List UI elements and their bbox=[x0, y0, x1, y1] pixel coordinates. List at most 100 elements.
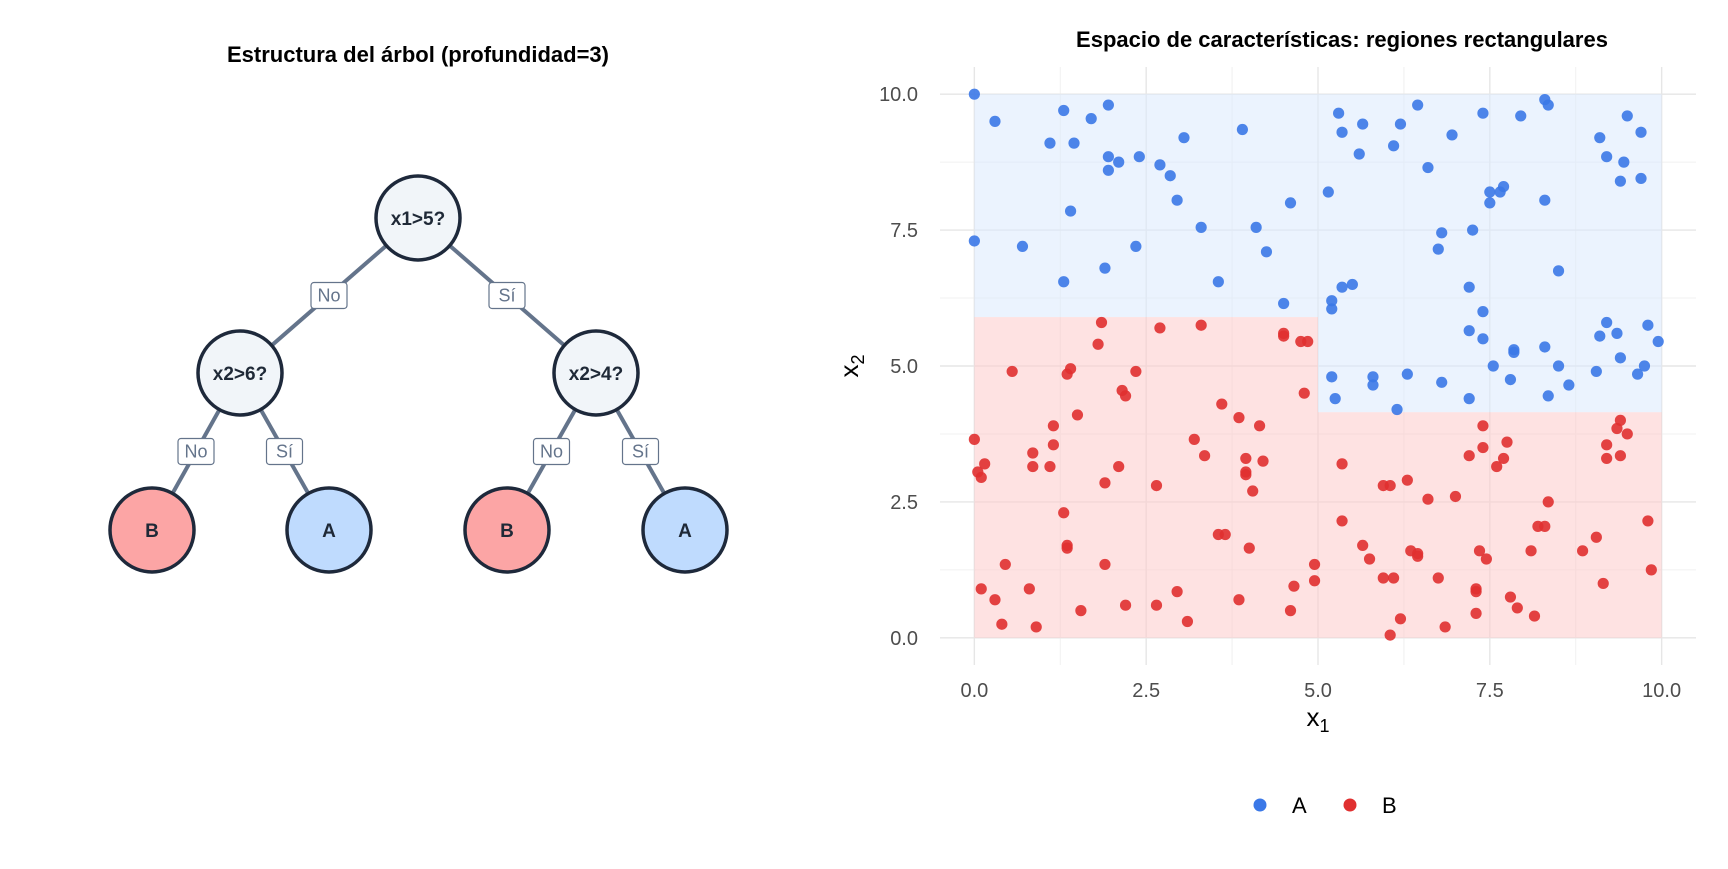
point-A bbox=[989, 115, 1001, 127]
point-A bbox=[1113, 156, 1125, 168]
point-B bbox=[1357, 539, 1369, 552]
point-A bbox=[1463, 393, 1475, 405]
point-B bbox=[1577, 545, 1589, 557]
point-A bbox=[1436, 227, 1448, 239]
point-A bbox=[1401, 368, 1413, 380]
point-B bbox=[1284, 605, 1297, 617]
point-A bbox=[1178, 132, 1190, 144]
tree-node-label-rr: A bbox=[678, 521, 692, 542]
point-B bbox=[1075, 605, 1087, 617]
scatter-panel: Espacio de características: regiones rec… bbox=[834, 27, 1696, 818]
edge-label-box bbox=[532, 437, 571, 466]
point-B bbox=[1047, 420, 1059, 432]
point-A bbox=[1642, 319, 1654, 331]
point-A bbox=[1326, 303, 1338, 315]
point-A bbox=[1601, 316, 1613, 329]
point-B bbox=[996, 618, 1008, 630]
y-tick-label: 10.0 bbox=[879, 84, 918, 106]
point-B bbox=[1199, 450, 1211, 462]
x-tick-label: 7.5 bbox=[1476, 680, 1504, 702]
point-B bbox=[1257, 455, 1269, 467]
tree-nodes: x1>5? x2>6? x2>4? B A B A bbox=[108, 174, 729, 574]
point-B bbox=[1601, 452, 1613, 465]
tree-node-label-right: x2>4? bbox=[569, 364, 623, 385]
point-A bbox=[1353, 148, 1365, 160]
legend-key-B bbox=[1343, 798, 1357, 812]
point-B bbox=[1432, 572, 1444, 584]
point-A bbox=[1068, 137, 1080, 149]
point-A bbox=[1594, 132, 1606, 144]
point-A bbox=[1154, 159, 1166, 171]
point-B bbox=[1240, 469, 1252, 481]
point-B bbox=[1095, 316, 1108, 329]
point-A bbox=[1333, 107, 1345, 119]
x-tick-label: 5.0 bbox=[1304, 680, 1332, 702]
point-A bbox=[1422, 161, 1434, 174]
point-B bbox=[1388, 572, 1400, 584]
point-A bbox=[1552, 265, 1565, 277]
point-A bbox=[1044, 137, 1056, 149]
point-A bbox=[1652, 335, 1664, 348]
point-A bbox=[1322, 186, 1334, 198]
point-B bbox=[1377, 572, 1389, 584]
point-A bbox=[1284, 197, 1297, 209]
point-B bbox=[1030, 621, 1042, 633]
point-B bbox=[1601, 439, 1613, 451]
point-B bbox=[1006, 365, 1018, 378]
point-B bbox=[1298, 387, 1310, 399]
point-B bbox=[1542, 496, 1554, 508]
point-B bbox=[1336, 515, 1348, 527]
x-tick-label: 10.0 bbox=[1642, 680, 1681, 702]
point-A bbox=[1357, 118, 1369, 130]
point-B bbox=[1384, 629, 1396, 641]
edge-label-sí: Sí bbox=[276, 442, 293, 462]
edge-label-box bbox=[488, 281, 526, 310]
point-A bbox=[1635, 126, 1647, 138]
point-B bbox=[1130, 365, 1142, 378]
point-A bbox=[1388, 140, 1400, 152]
point-B bbox=[1308, 575, 1321, 587]
x-axis-title-sub: 1 bbox=[1319, 716, 1329, 736]
point-B bbox=[1195, 319, 1207, 331]
point-A bbox=[1477, 333, 1489, 345]
point-B bbox=[1597, 577, 1609, 590]
point-B bbox=[1047, 439, 1059, 451]
point-A bbox=[1463, 325, 1475, 337]
point-A bbox=[1614, 352, 1626, 364]
point-A bbox=[1432, 243, 1444, 255]
edge-label-sí: Sí bbox=[632, 442, 649, 462]
point-A bbox=[1085, 113, 1097, 125]
point-B bbox=[1181, 615, 1194, 628]
y-axis-title: x2 bbox=[834, 354, 868, 377]
chart-title: Espacio de características: regiones rec… bbox=[1076, 27, 1608, 52]
point-A bbox=[1195, 221, 1207, 233]
point-A bbox=[1463, 281, 1475, 293]
point-B bbox=[979, 458, 991, 470]
tree-node-lr bbox=[285, 486, 373, 574]
point-B bbox=[1099, 558, 1111, 571]
point-B bbox=[1480, 553, 1492, 565]
point-A bbox=[1539, 194, 1551, 206]
point-A bbox=[1618, 156, 1630, 168]
tree-node-root bbox=[374, 174, 462, 262]
point-A bbox=[1631, 368, 1644, 380]
tree-edge-labels: No Sí No Sí No Sí bbox=[177, 281, 660, 466]
point-B bbox=[1439, 621, 1451, 633]
point-A bbox=[1563, 379, 1575, 391]
point-B bbox=[999, 558, 1011, 571]
point-B bbox=[1154, 322, 1166, 334]
x-tick-labels: 0.0 2.5 5.0 7.5 10.0 bbox=[960, 680, 1681, 702]
y-tick-label: 2.5 bbox=[890, 492, 918, 514]
point-A bbox=[968, 88, 980, 100]
point-B bbox=[1384, 480, 1396, 492]
point-A bbox=[1508, 346, 1520, 359]
point-B bbox=[1401, 474, 1413, 486]
point-B bbox=[1027, 460, 1039, 473]
point-A bbox=[1133, 151, 1145, 163]
tree-node-label-rl: B bbox=[500, 521, 514, 542]
point-A bbox=[1058, 104, 1070, 117]
point-B bbox=[1092, 338, 1104, 350]
point-A bbox=[1446, 129, 1458, 141]
